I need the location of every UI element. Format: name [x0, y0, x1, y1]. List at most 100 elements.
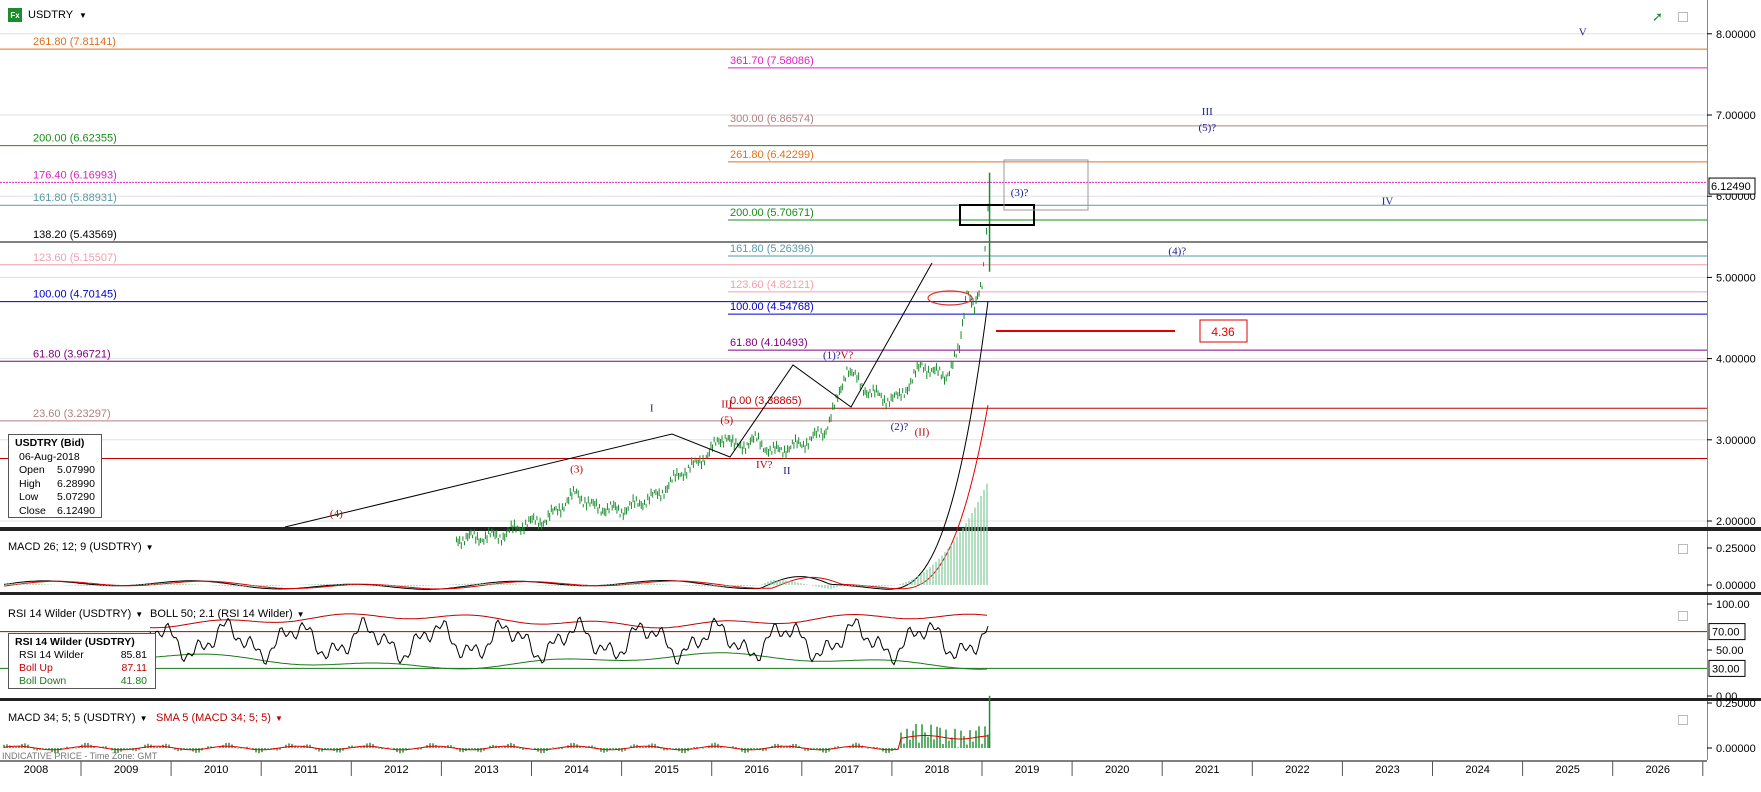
macd1-pane-label[interactable]: MACD 26; 12; 9 (USDTRY) ▼: [8, 541, 154, 553]
x-tick-label: 2011: [294, 764, 318, 776]
trend-line: [284, 262, 933, 528]
fib-level-label: 123.60 (5.15507): [33, 252, 117, 264]
boll-down-line: [149, 652, 987, 670]
fib-level-label: 200.00 (6.62355): [33, 133, 117, 145]
rsi-row: RSI 14 Wilder 85.81: [19, 649, 147, 661]
wave-label: (II): [915, 427, 930, 439]
wave-label: III: [1202, 106, 1213, 118]
pane-separator: [0, 592, 1761, 595]
maximize-icon[interactable]: [1678, 544, 1688, 554]
info-row-open: Open 5.07990: [19, 464, 95, 476]
y-tick-label: 0.00: [1716, 691, 1737, 703]
wave-label: V: [1579, 26, 1587, 38]
chevron-down-icon[interactable]: ▼: [79, 10, 87, 20]
x-tick-label: 2024: [1465, 764, 1489, 776]
fib-level-label: 100.00 (4.54768): [730, 301, 814, 313]
trend-tool-icon[interactable]: ➚: [1652, 9, 1663, 24]
y-tick-label: 100.00: [1716, 599, 1750, 611]
y-tick-label: 0.00000: [1716, 743, 1756, 755]
rsi-info-box: RSI 14 Wilder (USDTRY) RSI 14 Wilder 85.8…: [8, 633, 156, 689]
fib-level-label: 176.40 (6.16993): [33, 169, 117, 181]
fib-level-label: 200.00 (5.70671): [730, 207, 814, 219]
x-tick-label: 2023: [1375, 764, 1399, 776]
fib-level-label: 161.80 (5.26396): [730, 243, 814, 255]
ohlc-info-box: USDTRY (Bid) 06-Aug-2018 Open 5.07990 Hig…: [8, 434, 102, 518]
rsi-level-tag: [1708, 659, 1746, 677]
sma-line: [3, 734, 989, 751]
fib-level-label: 61.80 (4.10493): [730, 337, 808, 349]
info-row-low: Low 5.07290: [19, 491, 95, 503]
info-date: 06-Aug-2018: [19, 450, 80, 463]
target-label: 4.36: [1211, 325, 1235, 339]
fib-level-label: 138.20 (5.43569): [33, 229, 117, 241]
boll-pane-label[interactable]: BOLL 50; 2.1 (RSI 14 Wilder) ▼: [150, 608, 305, 620]
x-tick-label: 2019: [1015, 764, 1039, 776]
fib-level-label: 261.80 (7.81141): [33, 36, 116, 48]
symbol-label[interactable]: USDTRY: [28, 9, 74, 21]
rsi-level-tag: [1708, 623, 1746, 641]
wave-label: (3): [570, 463, 583, 475]
x-tick-label: 2025: [1555, 764, 1579, 776]
wave-label: (5): [720, 415, 733, 427]
chevron-down-icon: ▼: [135, 609, 144, 619]
x-tick-label: 2009: [114, 764, 138, 776]
x-axis-band: [0, 761, 1707, 776]
maximize-icon[interactable]: [1678, 611, 1688, 621]
macd-line: [3, 301, 989, 590]
macd-signal-line: [3, 405, 989, 590]
wave-label: IV: [1382, 195, 1394, 207]
footer-note: INDICATIVE PRICE - Time Zone: GMT: [2, 751, 158, 761]
x-tick-label: 2015: [654, 764, 678, 776]
wave-label: (3)?: [1011, 187, 1029, 199]
wave-label: IV?: [756, 459, 773, 471]
x-tick-label: 2017: [835, 764, 859, 776]
rsi-info-title: RSI 14 Wilder (USDTRY): [15, 636, 135, 648]
fib-level-label: 161.80 (5.88931): [33, 192, 117, 204]
price-axis-border: [1707, 0, 1708, 760]
fib-level-label: 123.60 (4.82121): [730, 279, 814, 291]
fib-level-label: 0.00 (3.38865): [730, 395, 802, 407]
target-label-box: [1199, 319, 1248, 343]
symbol-header[interactable]: Fx USDTRY ▼: [8, 8, 87, 22]
boll-up-line: [149, 613, 988, 629]
macd2-pane-label[interactable]: MACD 34; 5; 5 (USDTRY) ▼: [8, 712, 148, 724]
maximize-icon[interactable]: [1678, 715, 1688, 725]
rsi-pane-label[interactable]: RSI 14 Wilder (USDTRY) ▼: [8, 608, 144, 620]
x-tick-label: 2021: [1195, 764, 1219, 776]
y-tick-label: 50.00: [1716, 645, 1744, 657]
wave-label: III: [721, 398, 732, 410]
x-tick-label: 2022: [1285, 764, 1309, 776]
x-tick-label: 2013: [474, 764, 498, 776]
y-tick-label: 0.00000: [1716, 580, 1756, 592]
y-tick-label: 8.00000: [1716, 29, 1756, 41]
sma-pane-label[interactable]: SMA 5 (MACD 34; 5; 5) ▼: [156, 712, 283, 724]
rsi-line: [149, 616, 989, 666]
y-tick-label: 4.00000: [1716, 354, 1756, 366]
x-tick-label: 2026: [1646, 764, 1670, 776]
info-row-high: High 6.28990: [19, 477, 95, 490]
y-tick-label: 3.00000: [1716, 435, 1756, 447]
y-tick-label: 0.25000: [1716, 698, 1756, 710]
fib-level-label: 300.00 (6.86574): [730, 113, 814, 125]
x-tick-label: 2012: [384, 764, 408, 776]
maximize-icon[interactable]: [1678, 12, 1688, 22]
price-series: [455, 203, 989, 550]
wave-label: (2)?: [891, 421, 909, 433]
x-tick-label: 2018: [925, 764, 949, 776]
boll-down-row: Boll Down 41.80: [19, 675, 147, 687]
wave-label: II: [783, 465, 791, 477]
wave-label: (5)?: [1198, 122, 1216, 134]
fib-level-label: 100.00 (4.70145): [33, 289, 117, 301]
y-tick-label: 0.25000: [1716, 543, 1756, 555]
wave-label: I: [650, 402, 654, 414]
fib-level-label: 23.60 (3.23297): [33, 408, 111, 420]
y-tick-label: 5.00000: [1716, 272, 1756, 284]
info-row-close: Close 6.12490: [19, 504, 95, 517]
x-tick-label: 2020: [1105, 764, 1129, 776]
last-price-value: 6.12490: [1711, 181, 1751, 193]
x-tick-label: 2014: [564, 764, 588, 776]
chevron-down-icon: ▼: [139, 713, 148, 723]
wave-label: V?: [840, 350, 853, 362]
